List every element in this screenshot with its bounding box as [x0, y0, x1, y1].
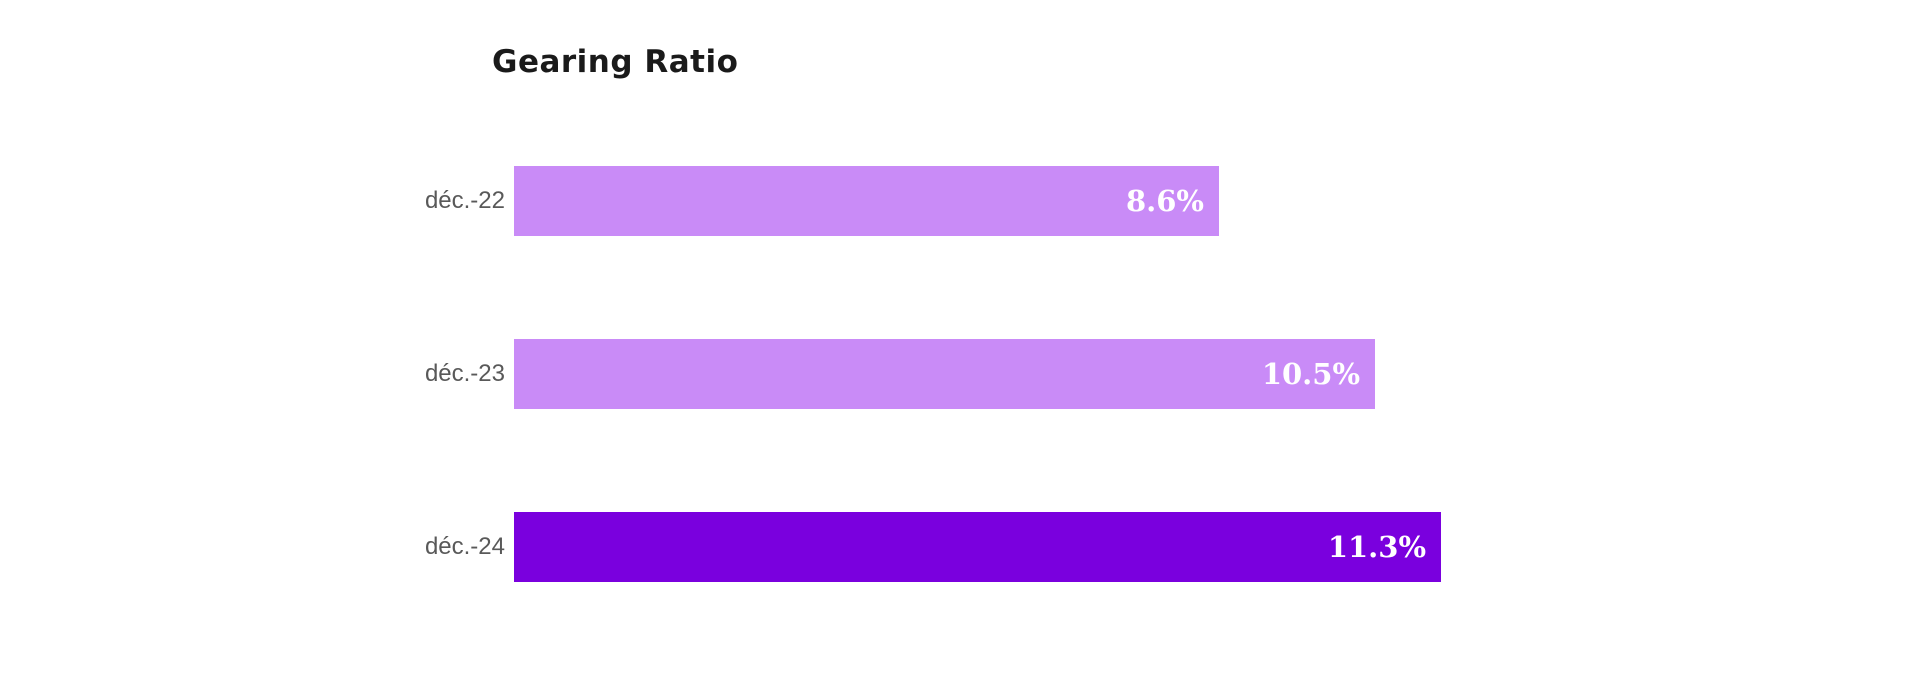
bar-dec-24: 11.3%	[514, 512, 1441, 582]
chart-title: Gearing Ratio	[492, 44, 739, 80]
bar-dec-22: 8.6%	[514, 166, 1219, 236]
bar-row-dec-23: déc.-23 10.5%	[0, 339, 1375, 409]
bar-value-label-dec-22: 8.6%	[1125, 184, 1204, 218]
bar-row-dec-24: déc.-24 11.3%	[0, 512, 1441, 582]
bar-row-dec-22: déc.-22 8.6%	[0, 166, 1219, 236]
bar-dec-23: 10.5%	[514, 339, 1375, 409]
category-label-dec-23: déc.-23	[424, 360, 505, 387]
bar-value-label-dec-24: 11.3%	[1327, 530, 1426, 564]
category-label-dec-24: déc.-24	[424, 533, 505, 560]
category-label-dec-22: déc.-22	[424, 187, 505, 214]
bar-value-label-dec-23: 10.5%	[1261, 357, 1360, 391]
